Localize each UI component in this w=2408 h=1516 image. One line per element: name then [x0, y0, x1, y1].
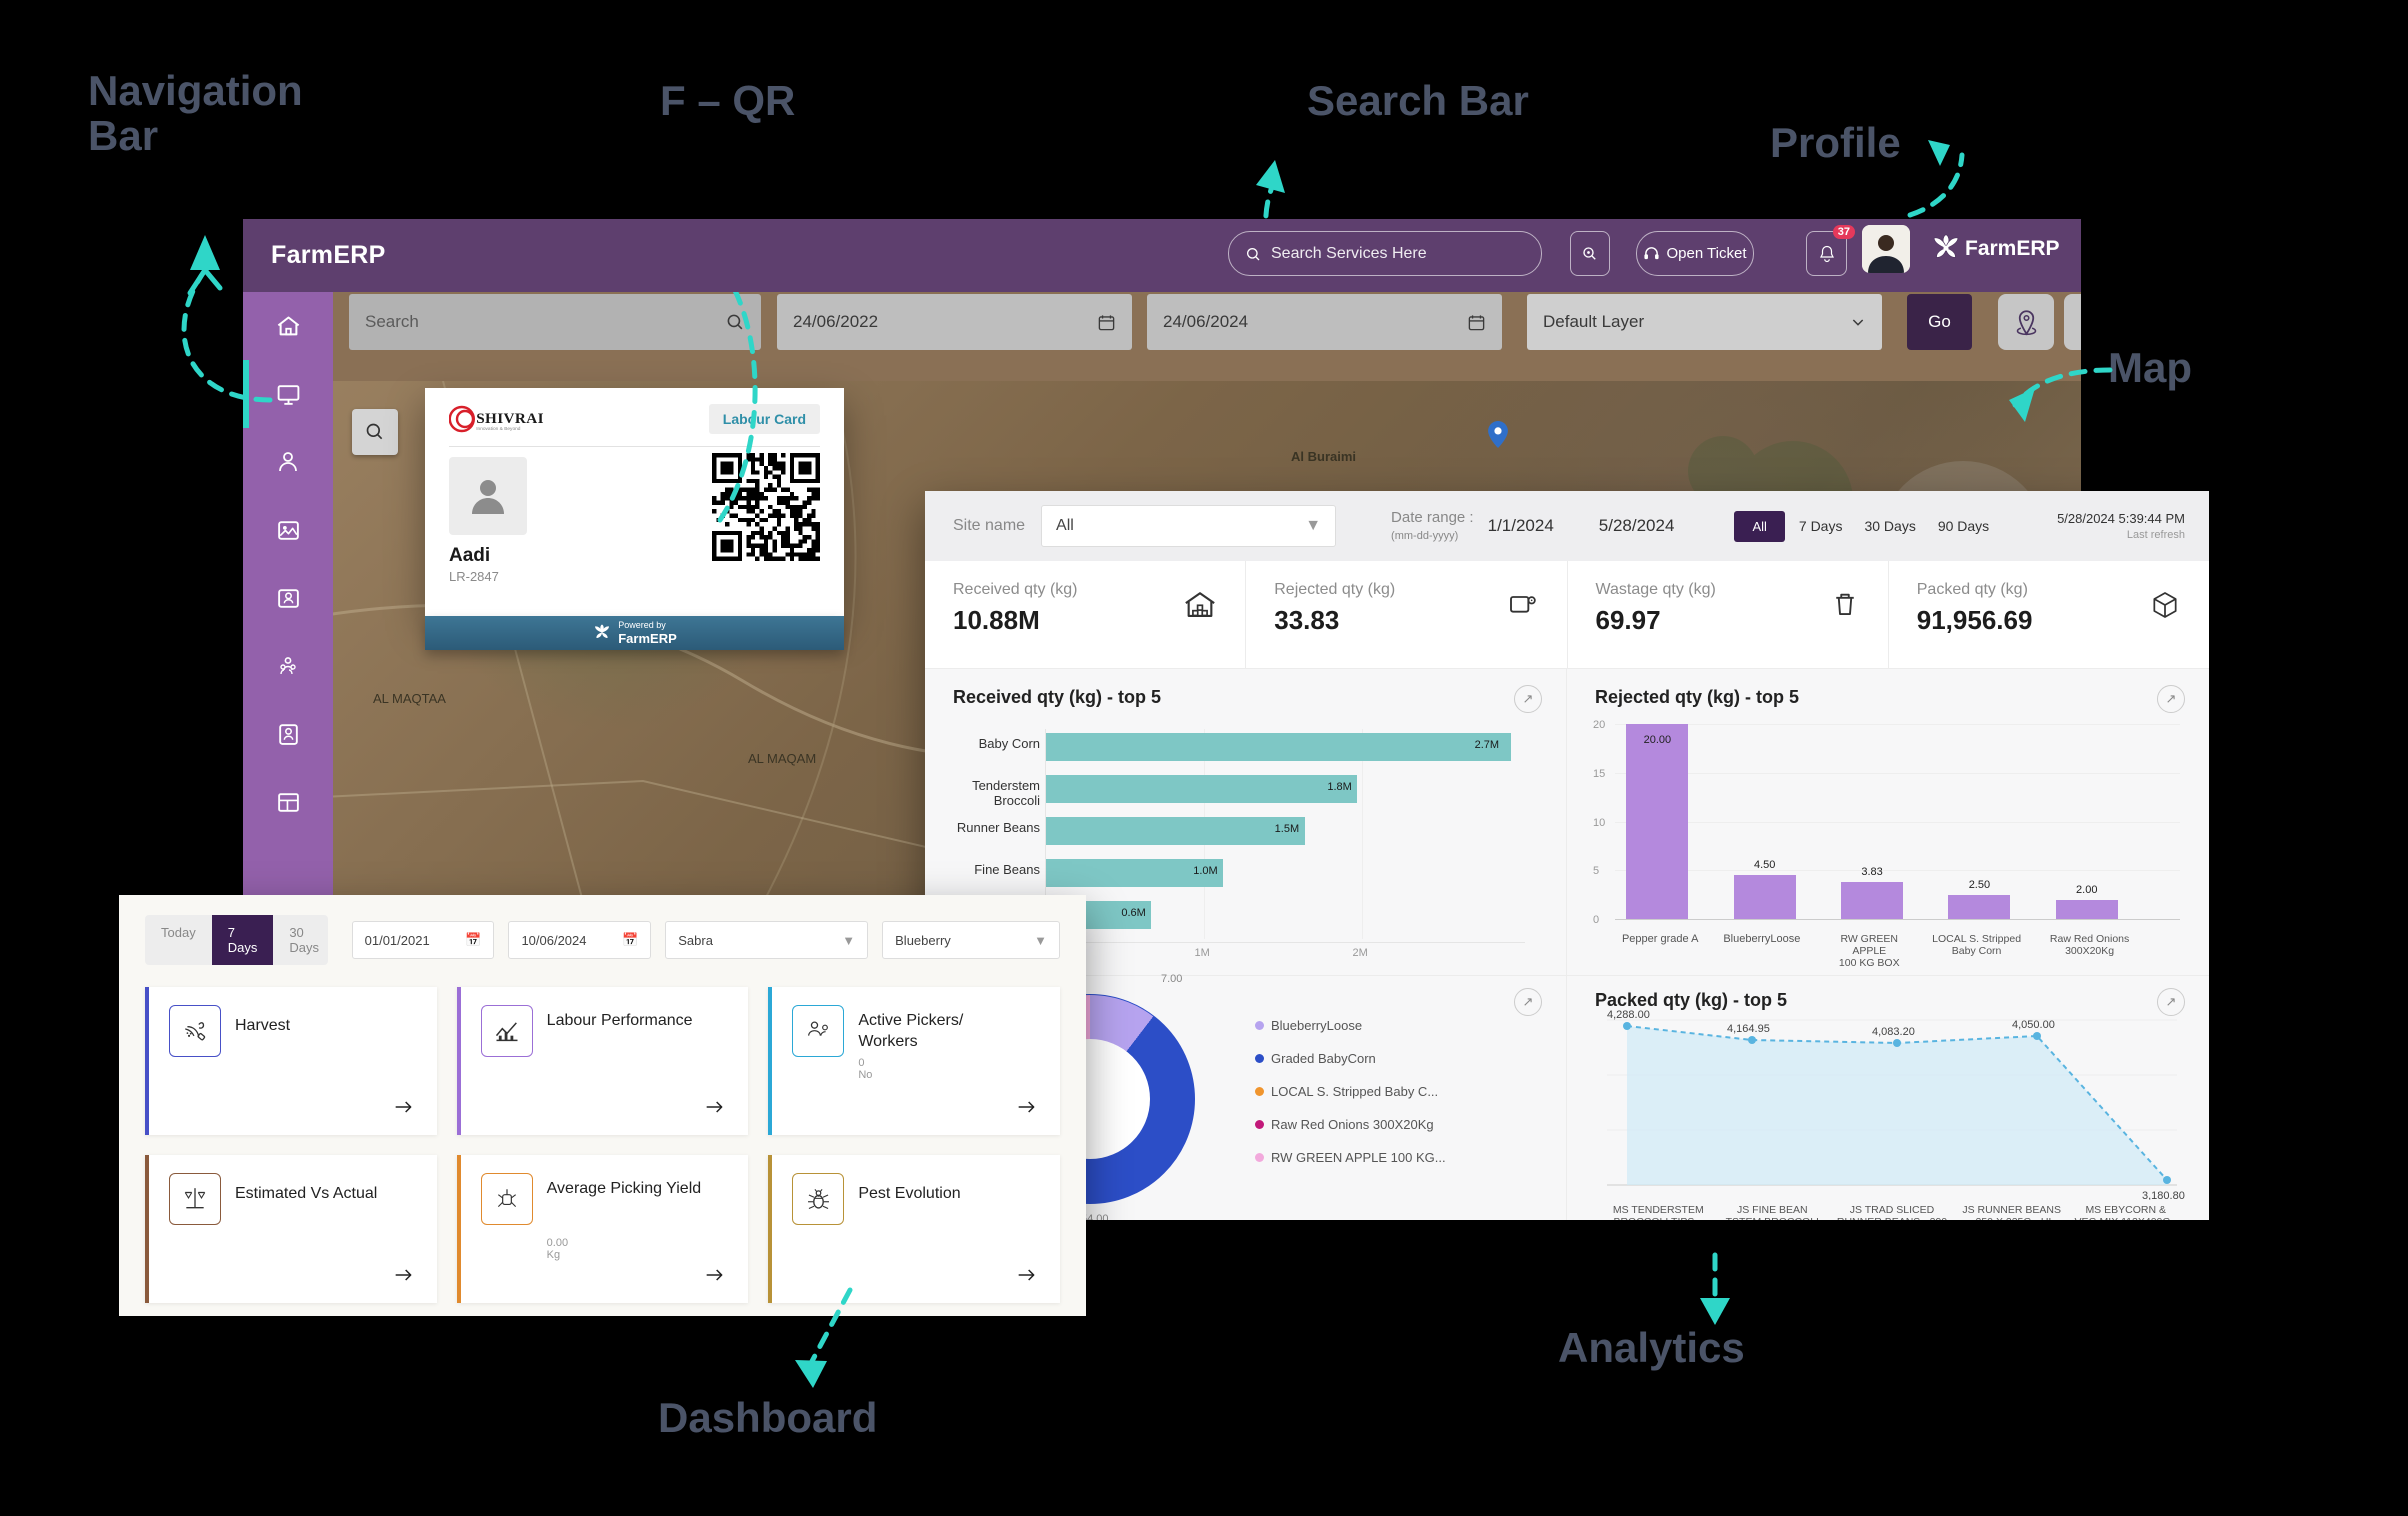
- svg-text:3,180.80: 3,180.80: [2142, 1190, 2185, 1200]
- svg-text:Innovation & Beyond: Innovation & Beyond: [476, 426, 521, 432]
- svg-text:4,083.20: 4,083.20: [1872, 1026, 1915, 1038]
- svg-text:4,164.95: 4,164.95: [1727, 1023, 1770, 1035]
- svg-text:SHIVRAI: SHIVRAI: [476, 410, 544, 427]
- svg-text:4,288.00: 4,288.00: [1607, 1010, 1650, 1021]
- svg-text:4,050.00: 4,050.00: [2012, 1019, 2055, 1031]
